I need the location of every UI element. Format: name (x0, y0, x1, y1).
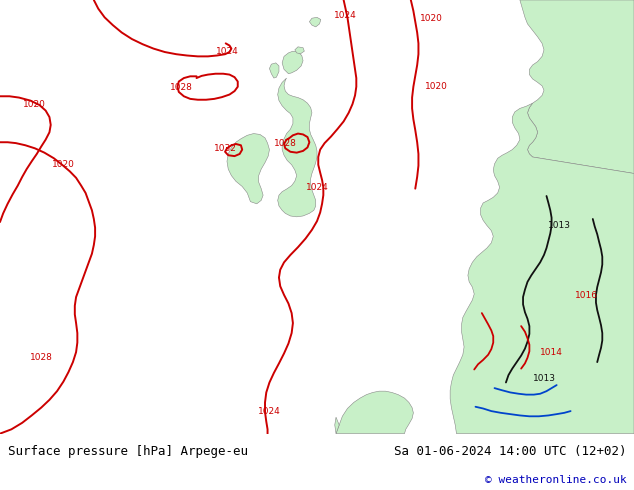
Polygon shape (269, 63, 279, 78)
Polygon shape (295, 47, 304, 54)
Text: Sa 01-06-2024 14:00 UTC (12+02): Sa 01-06-2024 14:00 UTC (12+02) (394, 445, 626, 458)
Polygon shape (282, 51, 303, 74)
Polygon shape (335, 417, 339, 434)
Text: 1028: 1028 (170, 83, 193, 92)
Text: © weatheronline.co.uk: © weatheronline.co.uk (484, 475, 626, 485)
Text: 1013: 1013 (533, 374, 555, 383)
Text: Surface pressure [hPa] Arpege-eu: Surface pressure [hPa] Arpege-eu (8, 445, 248, 458)
Text: 1024: 1024 (306, 183, 328, 192)
Text: 1028: 1028 (274, 140, 297, 148)
Polygon shape (278, 78, 317, 217)
Text: 1020: 1020 (52, 160, 75, 169)
Text: 1016: 1016 (575, 291, 598, 300)
Text: 1028: 1028 (30, 353, 53, 362)
Text: 1024: 1024 (258, 408, 281, 416)
Polygon shape (520, 0, 634, 173)
Text: 1013: 1013 (548, 221, 571, 230)
Text: 1032: 1032 (214, 144, 236, 153)
Text: 1014: 1014 (540, 347, 563, 357)
Text: 1020: 1020 (420, 14, 443, 23)
Polygon shape (450, 103, 634, 434)
Text: 1020: 1020 (425, 82, 448, 91)
Polygon shape (336, 391, 413, 434)
Text: 1020: 1020 (23, 100, 46, 109)
Text: 1024: 1024 (334, 11, 357, 20)
Polygon shape (227, 134, 269, 204)
Polygon shape (309, 17, 321, 27)
Text: 1024: 1024 (216, 47, 238, 56)
